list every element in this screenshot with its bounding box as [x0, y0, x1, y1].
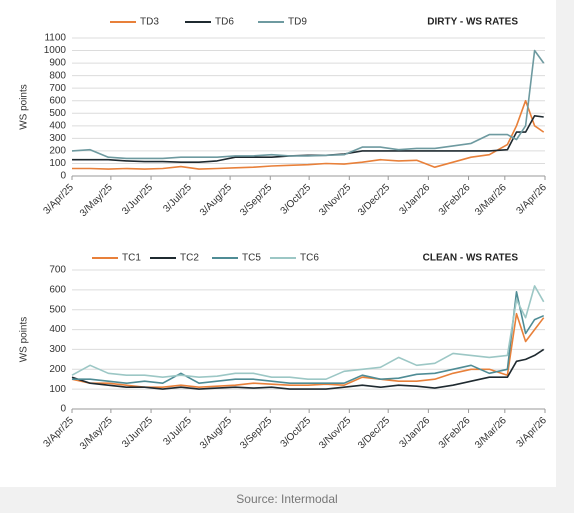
- chart-title: CLEAN - WS RATES: [423, 253, 519, 264]
- y-tick-label: 100: [49, 158, 66, 169]
- legend-label: TC1: [122, 253, 141, 264]
- y-tick-label: 900: [49, 58, 66, 69]
- y-tick-label: 800: [49, 70, 66, 81]
- y-tick-label: 200: [49, 364, 66, 375]
- y-tick-label: 0: [60, 404, 66, 415]
- series-line: [71, 285, 545, 380]
- y-tick-label: 1100: [44, 33, 66, 44]
- series-line: [72, 291, 545, 384]
- y-tick-label: 500: [49, 108, 66, 119]
- y-tick-label: 300: [49, 133, 66, 144]
- y-tick-label: 0: [60, 171, 66, 182]
- y-axis-label: WS points: [19, 317, 30, 363]
- legend-label: TC6: [300, 253, 319, 264]
- y-tick-label: 600: [49, 284, 66, 295]
- y-tick-label: 400: [49, 120, 66, 131]
- y-axis-label: WS points: [19, 84, 30, 130]
- series-line: [72, 99, 545, 170]
- y-tick-label: 600: [49, 95, 66, 106]
- y-tick-label: 200: [49, 146, 66, 157]
- y-tick-label: 1000: [44, 45, 67, 56]
- y-tick-label: 700: [49, 265, 66, 276]
- series-line: [71, 348, 545, 390]
- y-tick-label: 100: [49, 384, 66, 395]
- y-tick-label: 700: [49, 83, 66, 94]
- legend-label: TC5: [242, 253, 261, 264]
- legend-label: TD6: [215, 17, 234, 28]
- chart-title: DIRTY - WS RATES: [427, 17, 518, 28]
- y-tick-label: 500: [49, 304, 66, 315]
- legend-label: TC2: [180, 253, 199, 264]
- y-tick-label: 300: [49, 344, 66, 355]
- series-line: [71, 49, 545, 160]
- panel: [0, 0, 556, 487]
- source: Source: Intermodal: [236, 492, 337, 506]
- legend-label: TD9: [288, 17, 307, 28]
- legend-label: TD3: [140, 17, 159, 28]
- y-tick-label: 400: [49, 324, 66, 335]
